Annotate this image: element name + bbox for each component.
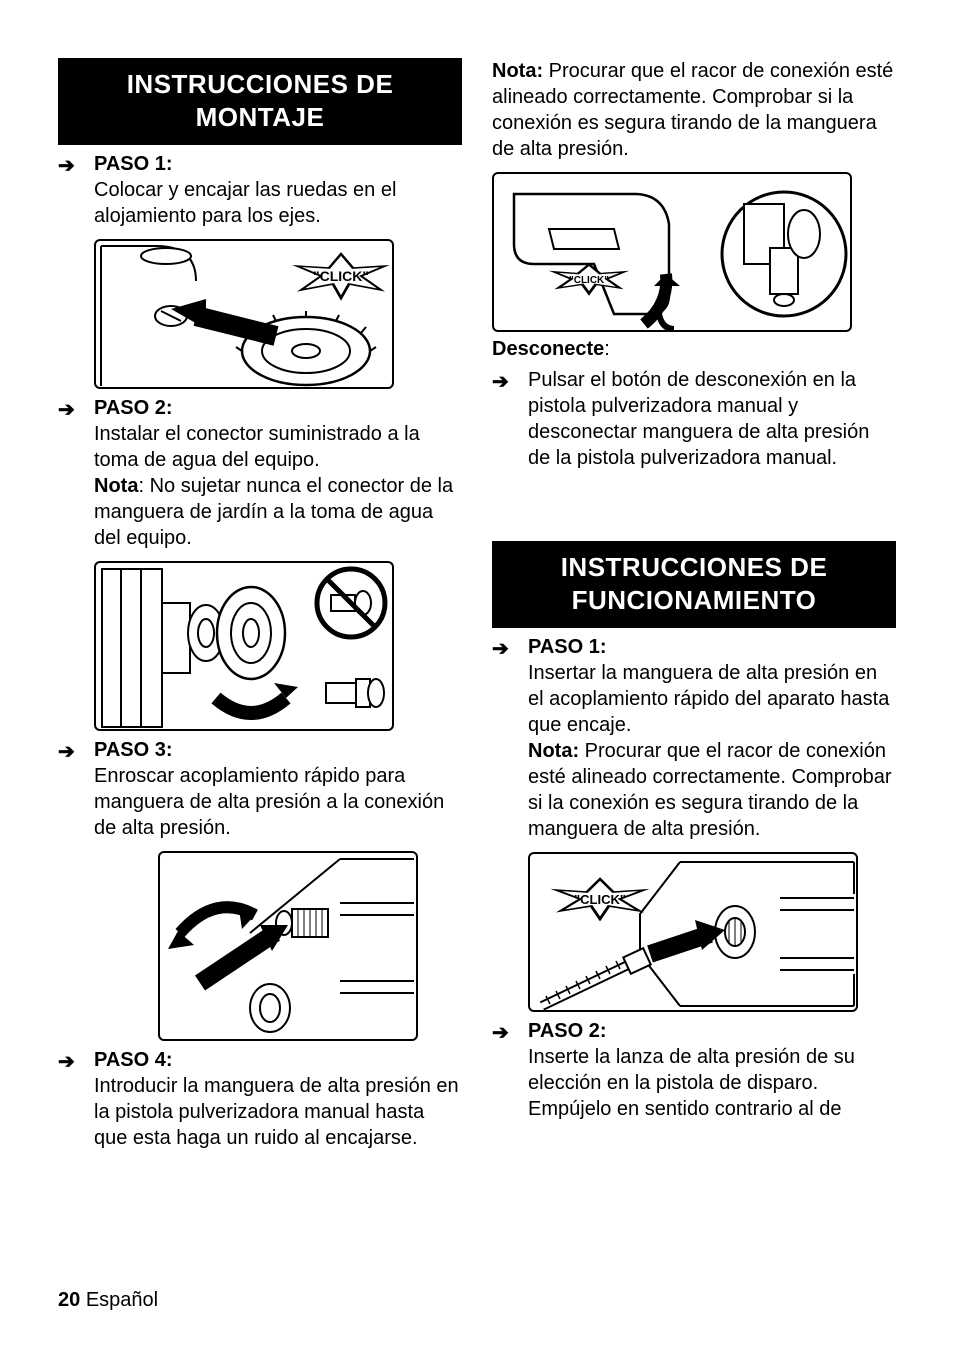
step-text: Colocar y encajar las ruedas en el aloja… [94, 179, 396, 227]
step-text: Instalar el conector suministrado a la t… [94, 423, 420, 471]
disconnect-text: Pulsar el botón de desconexión en la pis… [528, 369, 869, 469]
figure-wheel-click: "CLICK" [94, 239, 394, 389]
figure-gun-hose: "CLICK" [492, 172, 852, 332]
step-1: ➔ PASO 1: Colocar y encajar las ruedas e… [58, 151, 462, 229]
note-label: Nota: [528, 740, 579, 762]
op-step-1: ➔ PASO 1: Insertar la manguera de alta p… [492, 634, 896, 842]
note-text: Procurar que el racor de conexión esté a… [528, 740, 892, 840]
step-text: Enroscar acoplamiento rápido para mangue… [94, 765, 444, 839]
disconnect-step: ➔ Pulsar el botón de desconexión en la p… [492, 367, 896, 471]
section-title-operation: INSTRUCCIONES DE FUNCIONAMIENTO [492, 541, 896, 628]
section-title-assembly: INSTRUCCIONES DE MONTAJE [58, 58, 462, 145]
svg-text:"CLICK": "CLICK" [574, 892, 626, 907]
step-text: Insertar la manguera de alta presión en … [528, 662, 889, 736]
disconnect-heading: Desconecte: [492, 338, 896, 361]
arrow-icon: ➔ [58, 737, 94, 841]
step-label: PASO 1: [94, 153, 173, 175]
step-label: PASO 4: [94, 1049, 173, 1071]
figure-quick-coupling [158, 851, 418, 1041]
top-note: Nota: Procurar que el racor de conexión … [492, 58, 896, 162]
arrow-icon: ➔ [58, 151, 94, 229]
page-number: 20 [58, 1289, 80, 1311]
step-label: PASO 2: [528, 1020, 607, 1042]
arrow-icon: ➔ [492, 1018, 528, 1122]
arrow-icon: ➔ [492, 634, 528, 842]
step-2: ➔ PASO 2: Instalar el conector suministr… [58, 395, 462, 551]
figure-connector [94, 561, 394, 731]
step-text: Introducir la manguera de alta presión e… [94, 1075, 459, 1149]
step-text: Inserte la lanza de alta presión de su e… [528, 1046, 855, 1120]
footer-lang: Español [86, 1289, 158, 1311]
step-label: PASO 2: [94, 397, 173, 419]
note-label: Nota: [492, 60, 543, 82]
page-footer: 20 Español [58, 1289, 158, 1312]
op-step-2: ➔ PASO 2: Inserte la lanza de alta presi… [492, 1018, 896, 1122]
svg-text:"CLICK": "CLICK" [313, 268, 369, 284]
step-4: ➔ PASO 4: Introducir la manguera de alta… [58, 1047, 462, 1151]
arrow-icon: ➔ [492, 367, 528, 471]
step-label: PASO 3: [94, 739, 173, 761]
arrow-icon: ➔ [58, 1047, 94, 1151]
note-text: : No sujetar nunca el conector de la man… [94, 475, 453, 549]
step-label: PASO 1: [528, 636, 607, 658]
note-text: Procurar que el racor de conexión esté a… [492, 60, 893, 160]
figure-hose-insert: "CLICK" [528, 852, 858, 1012]
note-label: Nota [94, 475, 138, 497]
svg-text:"CLICK": "CLICK" [569, 275, 609, 286]
step-3: ➔ PASO 3: Enroscar acoplamiento rápido p… [58, 737, 462, 841]
arrow-icon: ➔ [58, 395, 94, 551]
right-column: Nota: Procurar que el racor de conexión … [492, 58, 896, 1151]
left-column: INSTRUCCIONES DE MONTAJE ➔ PASO 1: Coloc… [58, 58, 462, 1151]
